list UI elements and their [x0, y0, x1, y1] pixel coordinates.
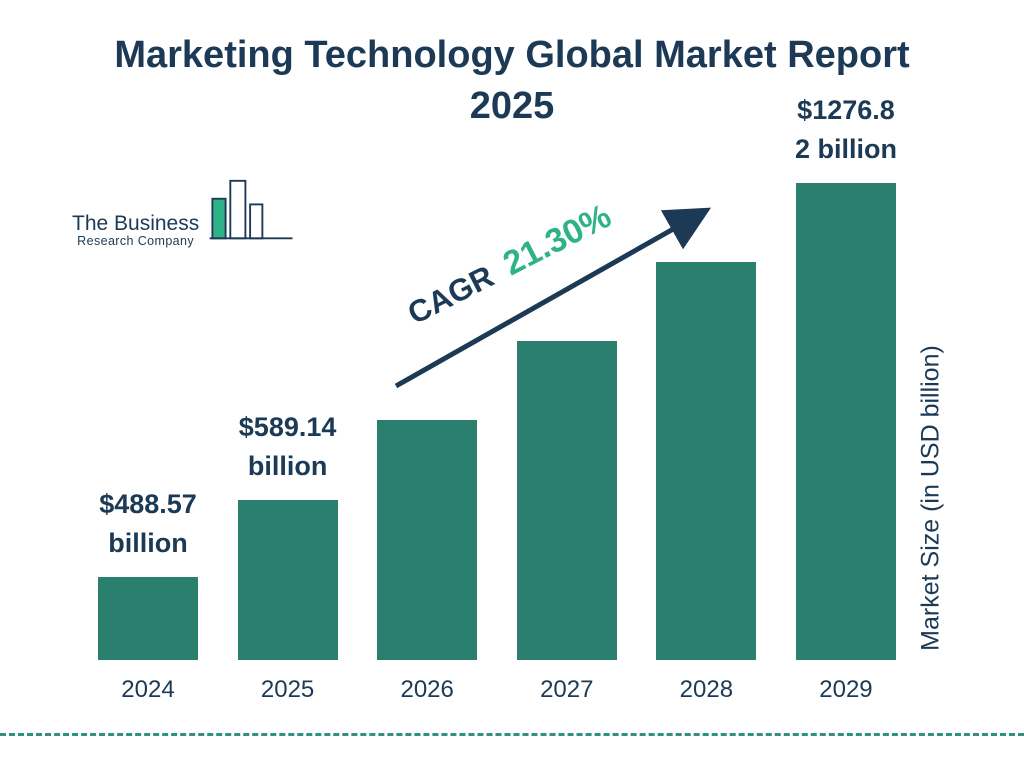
bar — [656, 262, 757, 660]
bar — [98, 577, 198, 660]
bar — [795, 183, 896, 660]
x-axis-label: 2026 — [400, 676, 454, 703]
x-axis-label: 2025 — [260, 676, 315, 703]
bar — [237, 500, 338, 660]
page-title: Marketing Technology Global Market Repor… — [0, 30, 1024, 132]
bar — [516, 341, 617, 660]
x-axis-label: 2028 — [679, 676, 734, 703]
bar-column: 2027 — [516, 80, 617, 703]
company-logo: The Business Research Company — [72, 178, 295, 249]
logo-bars-icon — [209, 178, 295, 249]
bar-column: 2028 — [656, 80, 757, 703]
bar-column: $1276.8 2 billion 2029 — [794, 80, 897, 703]
page-title-line1: Marketing Technology Global Market Repor… — [114, 34, 910, 76]
x-axis-label: 2029 — [819, 676, 873, 703]
logo-subname: Research Company — [77, 234, 195, 249]
bar — [377, 420, 478, 660]
x-axis-label: 2024 — [121, 676, 175, 703]
y-axis-title: Market Size (in USD billion) — [916, 345, 945, 651]
bar-column: $488.57 billion 2024 — [98, 80, 198, 703]
bar-column: $589.14 billion 2025 — [237, 80, 338, 703]
x-axis-label: 2027 — [540, 676, 594, 703]
page-title-line2: 2025 — [469, 85, 555, 127]
logo-name: The Business — [72, 212, 200, 236]
bottom-dashed-line — [0, 733, 1024, 736]
bar-column: 2026 — [377, 80, 478, 703]
bars-container: $488.57 billion 2024 $589.14 billion 2025 2026… — [98, 80, 897, 703]
bar-value-label: $1276.8 2 billion — [794, 95, 897, 164]
bar-value-label: $589.14 billion — [238, 412, 337, 481]
company-logo-text: The Business Research Company — [72, 212, 199, 249]
bar-value-label: $488.57 billion — [99, 489, 197, 558]
